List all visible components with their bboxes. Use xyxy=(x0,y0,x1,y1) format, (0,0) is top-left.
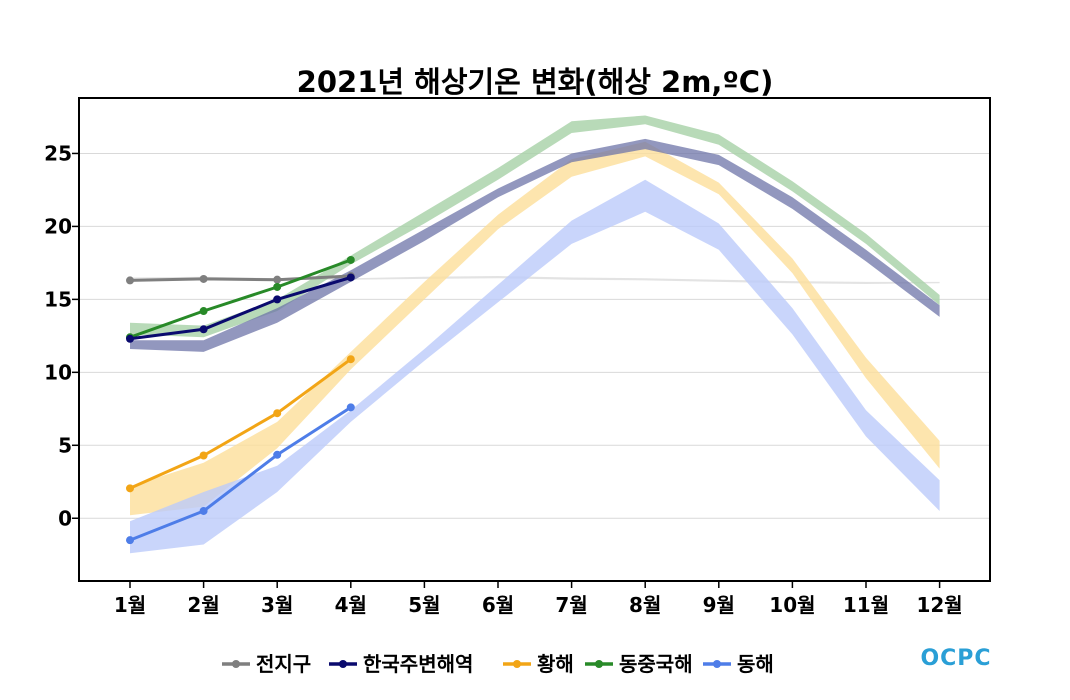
xtick-label-11: 11월 xyxy=(843,593,889,617)
legend-label-4: 동중국해 xyxy=(619,652,693,676)
series-2-point-1 xyxy=(126,334,134,343)
series-1-point-3 xyxy=(273,275,282,284)
bands-layer xyxy=(130,115,940,554)
band-3 xyxy=(130,141,940,516)
ytick-label-20: 20 xyxy=(44,214,72,238)
series-3-point-1 xyxy=(126,484,134,493)
series-5-point-2 xyxy=(199,506,208,515)
xtick-label-4: 4월 xyxy=(335,593,367,617)
series-line-5 xyxy=(128,405,353,542)
chart-title: 2021년 해상기온 변화(해상 2m,ºC) xyxy=(297,65,774,99)
series-3-point-2 xyxy=(199,451,208,460)
series-line-2 xyxy=(128,276,353,341)
series-5-point-1 xyxy=(126,536,134,545)
series-4-point-3 xyxy=(273,282,282,291)
series-1-point-1 xyxy=(126,276,134,285)
ytick-label-10: 10 xyxy=(44,360,72,384)
series-4-point-4 xyxy=(346,255,355,264)
legend: 전지구 한국주변해역 황해 동중국해 동해 xyxy=(222,652,774,676)
series-2-point-3 xyxy=(273,295,282,304)
ytick-label-5: 5 xyxy=(58,433,72,457)
xtick-label-6: 6월 xyxy=(482,593,514,617)
legend-marker-3 xyxy=(513,660,521,668)
legend-marker-2 xyxy=(339,660,347,668)
legend-label-5: 동해 xyxy=(737,652,774,676)
series-line-3 xyxy=(128,357,353,490)
plot-frame xyxy=(78,97,991,582)
series-1-point-2 xyxy=(199,274,208,283)
xtick-label-5: 5월 xyxy=(408,593,440,617)
lines-layer xyxy=(126,255,355,545)
series-3-point-3 xyxy=(273,409,282,418)
series-line-4 xyxy=(128,258,353,339)
xtick-label-3: 3월 xyxy=(261,593,293,617)
legend-label-2: 한국주변해역 xyxy=(363,652,473,676)
legend-label-1: 전지구 xyxy=(256,652,311,676)
series-2-point-4 xyxy=(346,273,355,282)
xtick-label-7: 7월 xyxy=(555,593,587,617)
series-line-1 xyxy=(128,274,353,282)
legend-label-3: 황해 xyxy=(537,652,574,676)
series-5-point-4 xyxy=(346,403,355,412)
band-5 xyxy=(130,179,940,554)
legend-marker-4 xyxy=(595,660,603,668)
legend-marker-1 xyxy=(232,660,240,668)
xtick-label-1: 1월 xyxy=(114,593,146,617)
series-2-point-2 xyxy=(199,325,208,334)
logo-text: OCPC xyxy=(920,646,991,671)
series-3-point-4 xyxy=(346,355,355,364)
xtick-label-8: 8월 xyxy=(629,593,661,617)
series-4-point-2 xyxy=(199,307,208,316)
xtick-label-12: 12월 xyxy=(916,593,962,617)
xtick-label-9: 9월 xyxy=(703,593,735,617)
axis-ticks: 0 5 10 15 20 25 1월 2월 3월 4월 5월 6월 7월 8월 9월 10월 11월 12월 xyxy=(44,141,963,617)
xtick-label-10: 10월 xyxy=(769,593,815,617)
ytick-label-25: 25 xyxy=(44,141,72,165)
xtick-label-2: 2월 xyxy=(187,593,219,617)
ocpc-logo: OCPC xyxy=(920,646,991,671)
series-5-point-3 xyxy=(273,450,282,459)
ytick-label-0: 0 xyxy=(58,506,72,530)
legend-marker-5 xyxy=(713,660,721,668)
band-2 xyxy=(130,138,940,352)
band-1 xyxy=(130,276,940,284)
ytick-label-15: 15 xyxy=(44,287,72,311)
